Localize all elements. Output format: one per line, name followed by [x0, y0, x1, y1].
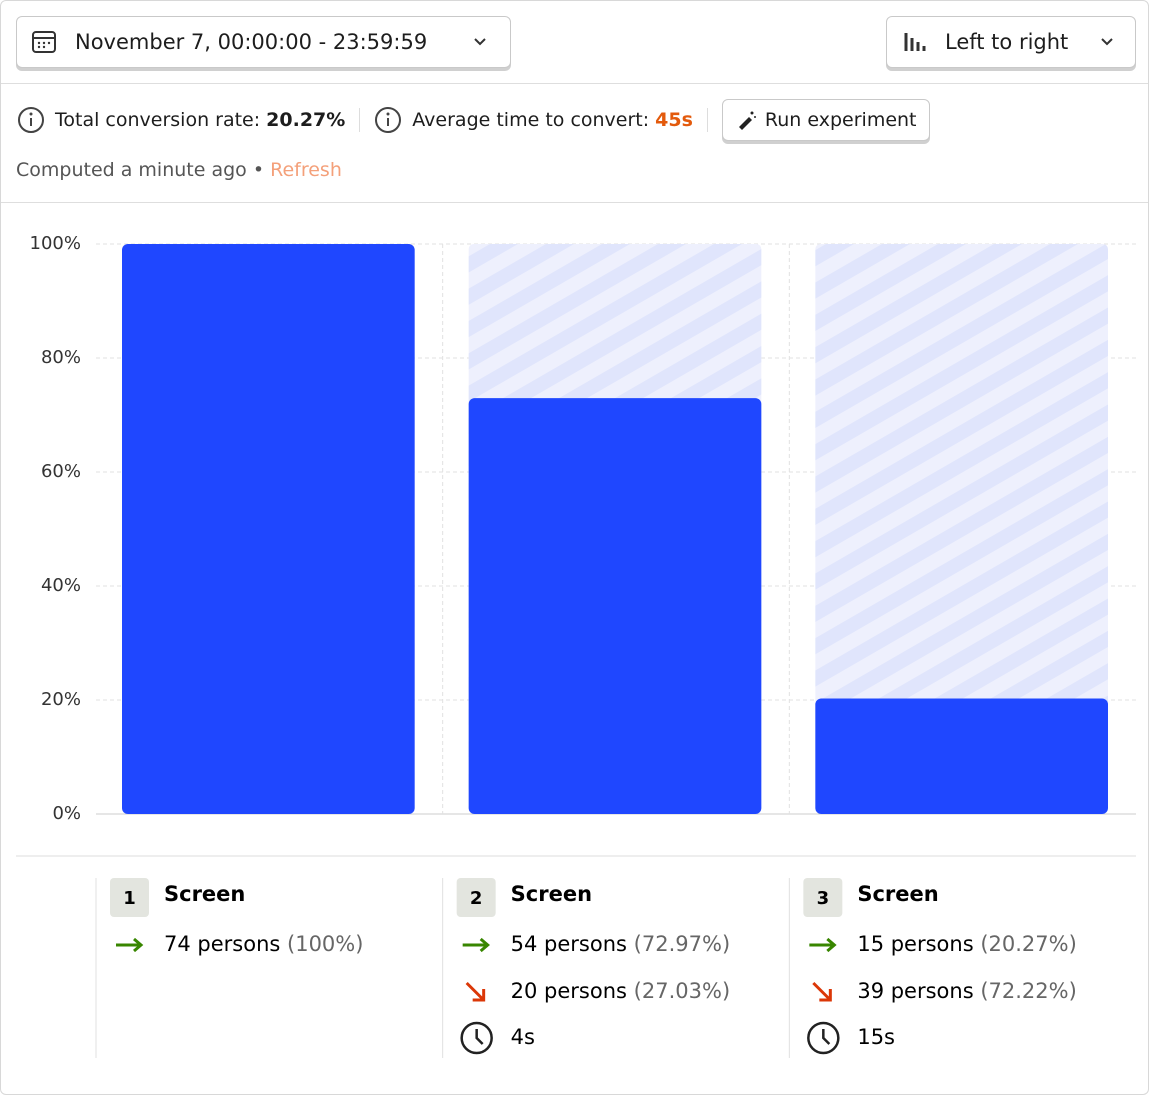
bar-background	[815, 244, 1108, 814]
info-icon	[18, 107, 44, 133]
time-label: Average time to convert:	[412, 109, 650, 131]
converted-share: (20.27%)	[980, 932, 1076, 956]
bar	[815, 698, 1108, 814]
date-range: November 7, 00:00:00 - 23:59:59	[75, 30, 428, 54]
arrow	[116, 937, 144, 953]
bar	[122, 244, 415, 814]
divider	[1, 202, 1148, 203]
converted-row: 15 persons (20.27%)	[857, 932, 1076, 956]
arrow	[465, 981, 486, 1002]
converted-share: (100%)	[287, 932, 363, 956]
clock	[460, 1021, 493, 1055]
flask-icon	[738, 111, 756, 130]
y-tick-label: 20%	[41, 689, 81, 710]
chevron	[1101, 38, 1113, 46]
clock-icon	[807, 1021, 840, 1055]
stats-row: Total conversion rate: 20.27% Average ti…	[17, 98, 930, 142]
action: Run experiment	[764, 109, 917, 131]
computed-text: Computed a minute ago	[16, 159, 247, 181]
step-name: Screen	[511, 882, 592, 906]
y-tick-label: 60%	[41, 461, 81, 482]
dropped-row: 39 persons (72.22%)	[857, 979, 1076, 1003]
arrow	[812, 981, 832, 1002]
step-name: Screen	[164, 882, 245, 906]
y-tick-label: 0%	[52, 803, 81, 824]
converted: 15 persons	[857, 932, 973, 956]
info-icon	[375, 107, 402, 133]
time: 4s	[511, 1025, 535, 1049]
y-tick-label: 40%	[41, 575, 81, 596]
dropped-icon	[812, 981, 832, 1002]
dropped-share: (72.22%)	[980, 979, 1076, 1003]
chart: 0% 20% 40% 60% 80% 100% 1 Screen 74 persons (100…	[16, 233, 1136, 1058]
step-number: 1	[123, 888, 136, 909]
computed-row: Computed a minute ago • Refresh	[16, 159, 342, 181]
converted-share: (72.97%)	[634, 932, 730, 956]
clock-icon	[460, 1021, 493, 1055]
arrow	[809, 937, 837, 953]
y-tick-label: 100%	[30, 233, 81, 254]
layout-icon	[904, 33, 926, 51]
arrow	[462, 937, 490, 953]
refresh-link[interactable]: Refresh	[270, 159, 342, 181]
clock-hand	[475, 1029, 484, 1045]
clock	[807, 1021, 840, 1055]
y-tick-label: 80%	[41, 347, 81, 368]
converted: 54 persons	[511, 932, 627, 956]
dropped: 20 persons	[511, 979, 627, 1003]
run-experiment-button[interactable]: Run experiment	[721, 99, 930, 141]
conversion-value: 20.27%	[266, 109, 346, 131]
converted: 74 persons	[164, 932, 280, 956]
time-row: 15s	[857, 1025, 895, 1049]
converted-icon	[809, 937, 837, 953]
step-badge	[110, 878, 149, 917]
date-range-button[interactable]: November 7, 00:00:00 - 23:59:59	[16, 16, 511, 68]
layout: Left to right	[945, 30, 1069, 54]
step-name: Screen	[857, 882, 938, 906]
separator-line	[359, 108, 361, 132]
converted-row: 74 persons (100%)	[164, 932, 363, 956]
chevron	[474, 38, 486, 46]
clock-hand	[822, 1029, 831, 1045]
converted-icon	[462, 937, 490, 953]
divider	[1, 83, 1148, 84]
dropped-row: 20 persons (27.03%)	[511, 979, 730, 1003]
conversion-label: Total conversion rate:	[55, 109, 261, 131]
time: 15s	[857, 1025, 895, 1049]
converted-row: 54 persons (72.97%)	[511, 932, 730, 956]
time-value: 45s	[655, 109, 693, 131]
step-badge	[456, 878, 496, 917]
calendar-icon	[32, 31, 56, 53]
converted-icon	[116, 937, 144, 953]
dot: •	[252, 159, 265, 181]
dropped-share: (27.03%)	[634, 979, 730, 1003]
step-number: 2	[470, 888, 483, 909]
time-row: 4s	[511, 1025, 535, 1049]
step-number: 3	[817, 888, 830, 909]
separator-line	[706, 108, 708, 132]
step-badge	[803, 878, 843, 917]
dropped: 39 persons	[857, 979, 973, 1003]
bar	[468, 398, 762, 814]
layout-button[interactable]: Left to right	[886, 16, 1136, 68]
dropped-icon	[465, 981, 486, 1002]
